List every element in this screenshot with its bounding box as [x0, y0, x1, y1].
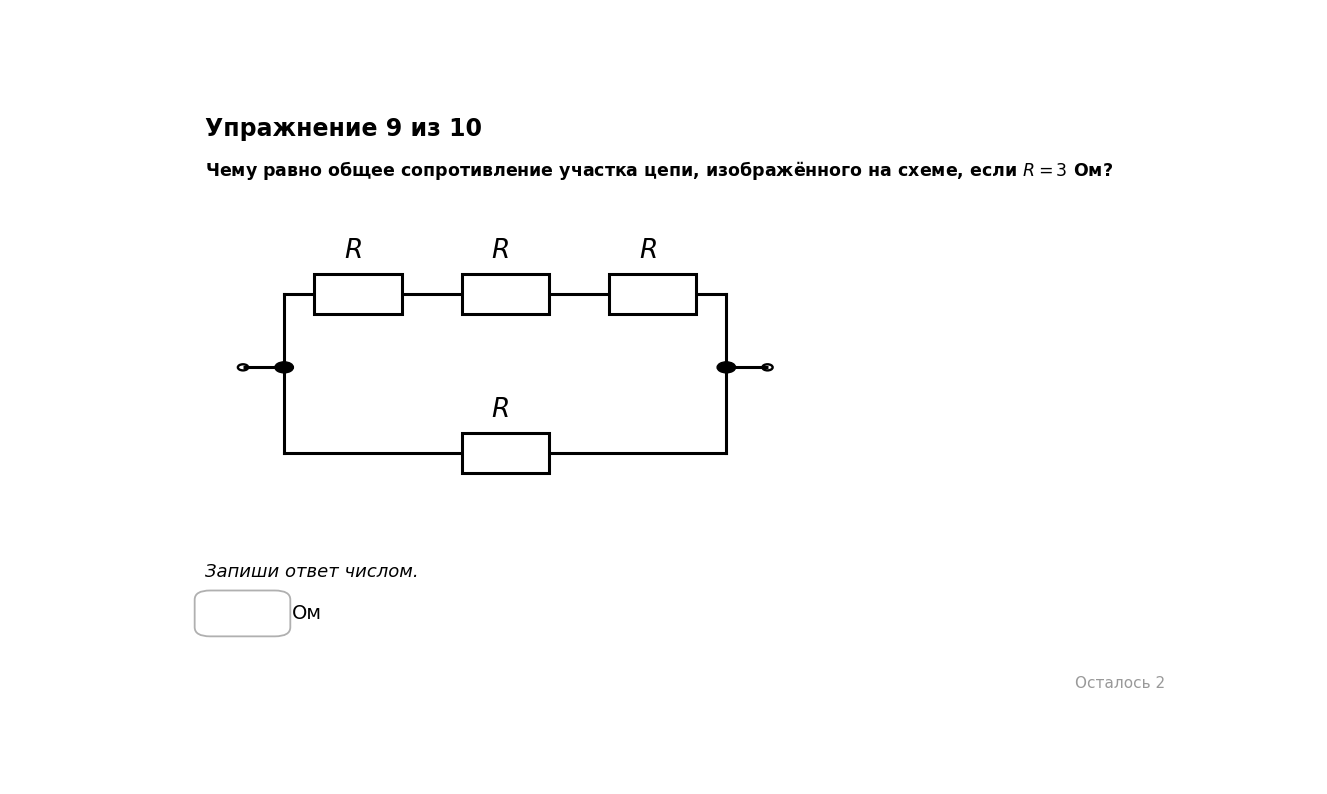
Circle shape	[275, 362, 293, 373]
FancyBboxPatch shape	[314, 274, 402, 314]
Text: $R$: $R$	[491, 397, 510, 422]
Text: Чему равно общее сопротивление участка цепи, изображённого на схеме, если $\math: Чему равно общее сопротивление участка ц…	[204, 160, 1113, 183]
Text: Запиши ответ числом.: Запиши ответ числом.	[204, 563, 418, 581]
FancyBboxPatch shape	[462, 433, 549, 472]
FancyBboxPatch shape	[462, 274, 549, 314]
Text: $R$: $R$	[491, 238, 510, 263]
Text: Упражнение 9 из 10: Упражнение 9 из 10	[204, 117, 482, 141]
FancyBboxPatch shape	[195, 591, 291, 636]
FancyBboxPatch shape	[609, 274, 697, 314]
Text: $R$: $R$	[638, 238, 657, 263]
Circle shape	[717, 362, 735, 373]
Text: $R$: $R$	[344, 238, 362, 263]
Text: Ом: Ом	[292, 604, 322, 623]
Text: Осталось 2: Осталось 2	[1075, 676, 1165, 692]
